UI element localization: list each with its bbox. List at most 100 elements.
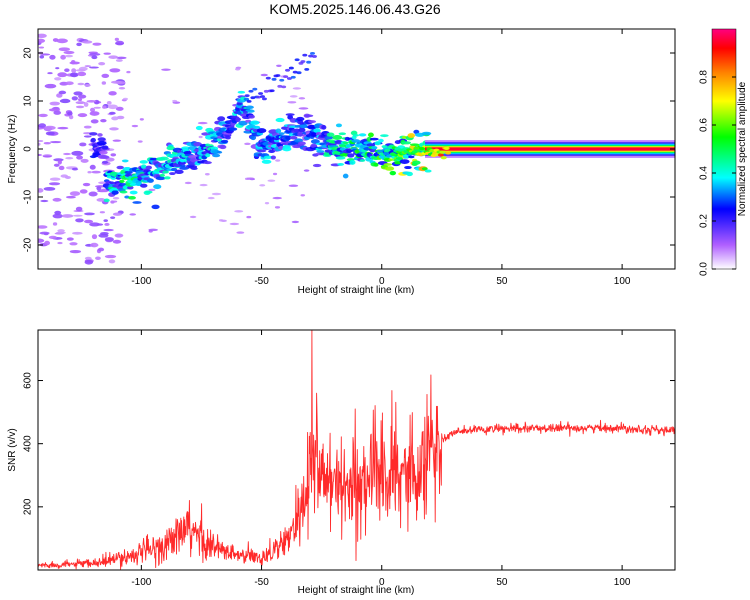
spectrogram-x-ticks: -100 -50 0 50 100 (131, 29, 631, 287)
spectrogram-cell (109, 127, 119, 131)
colorbar-tick-label: 0.6 (699, 118, 710, 132)
y-tick-label: 400 (23, 435, 34, 452)
spectrogram-cell (132, 201, 142, 204)
spectrogram-cell (413, 146, 420, 150)
spectrogram-cell (189, 215, 197, 219)
spectrogram-cell (52, 213, 63, 219)
spectrogram-cell (440, 156, 447, 160)
spectrogram-cell (77, 71, 87, 77)
spectrogram-cell (44, 83, 57, 89)
spectrogram-cell (288, 66, 294, 70)
spectrogram-cell (265, 76, 271, 80)
spectrogram-cell (107, 104, 118, 110)
spectrogram-cell (80, 158, 89, 163)
spectrogram-cell (82, 182, 91, 187)
spectrogram-cell (112, 197, 120, 200)
spectrogram-cell (38, 33, 47, 38)
spectrogram-cell (292, 87, 302, 90)
spectrogram-cell (114, 233, 124, 238)
spectrogram-x-axis-label: Height of straight line (km) (298, 285, 415, 296)
spectrogram-cell (235, 108, 241, 111)
spectrogram-cell (211, 192, 222, 196)
spectrogram-cell (366, 143, 376, 147)
x-tick-label: 100 (614, 276, 631, 287)
spectrogram-cell (300, 194, 306, 197)
spectrogram-cell (90, 119, 99, 124)
spectrogram-cell (44, 240, 51, 246)
spectrogram-cell (90, 242, 99, 248)
spectrogram-cell (172, 99, 177, 103)
spectrogram-cell (279, 78, 285, 82)
spectrogram-cell (162, 170, 169, 174)
spectrogram-cell (397, 148, 404, 152)
spectrogram-cell (52, 197, 62, 202)
spectrogram-cell (212, 153, 221, 158)
x-tick-label: 50 (496, 577, 508, 588)
colorbar-tick-label: 0.4 (699, 166, 710, 180)
spectrogram-cell (57, 126, 69, 130)
spectrogram-cell (112, 239, 122, 244)
spectrogram-cell (92, 42, 102, 46)
spectrogram-cell (238, 120, 248, 126)
spectrogram-cell (366, 136, 372, 142)
spectrogram-cell (313, 128, 321, 133)
spectrogram-cell (96, 223, 104, 226)
spectrogram-cell (104, 237, 114, 242)
spectrogram-cell (75, 206, 83, 212)
spectrogram-cell (151, 204, 160, 210)
spectrogram-cell (70, 59, 76, 65)
spectrogram-cell (140, 164, 147, 169)
spectrogram-cell (244, 142, 251, 146)
spectrogram-cell (236, 231, 245, 234)
spectrogram-cell (86, 100, 97, 103)
spectrogram-cell (108, 111, 116, 115)
y-tick-label: 10 (23, 95, 34, 107)
spectrogram-cell (39, 55, 45, 59)
spectrogram-cell (338, 144, 346, 148)
colorbar: 0.0 0.2 0.4 0.6 0.8 Normalized spectral ampl… (699, 28, 748, 276)
spectrogram-cell (286, 77, 292, 80)
spectrogram-marks (38, 33, 675, 265)
spectrogram-cell (337, 162, 345, 166)
spectrogram-cell (190, 167, 198, 170)
spectrogram-cell (139, 118, 144, 121)
spectrogram-cell (58, 47, 71, 52)
spectrogram-cell (76, 42, 82, 47)
spectrogram-cell (38, 46, 45, 49)
spectrogram-cell (90, 137, 96, 143)
spectrogram-cell (389, 170, 397, 176)
spectrogram-cell (168, 172, 176, 175)
spectrogram-band (425, 146, 675, 149)
spectrogram-cell (203, 161, 212, 165)
snr-marks (38, 330, 675, 570)
spectrogram-cell (269, 89, 275, 93)
spectrogram-cell (195, 125, 203, 131)
spectrogram-cell (390, 152, 397, 156)
spectrogram-cell (374, 141, 381, 146)
spectrogram-cell (78, 98, 83, 102)
spectrogram-cell (38, 123, 47, 128)
spectrogram-cell (228, 127, 238, 131)
spectrogram-cell (89, 52, 101, 56)
spectrogram-cell (250, 120, 260, 125)
spectrogram-cell (278, 132, 285, 136)
spectrogram-cell (294, 138, 304, 143)
spectrogram-cell (38, 225, 48, 229)
spectrogram-cell (288, 184, 299, 187)
spectrogram-cell (76, 155, 84, 160)
spectrogram-cell (101, 145, 109, 150)
spectrogram-cell (79, 189, 88, 194)
spectrogram-cell (219, 144, 227, 150)
spectrogram-cell (300, 60, 306, 63)
spectrogram-cell (61, 214, 74, 218)
spectrogram-cell (89, 222, 101, 227)
spectrogram-cell (100, 188, 108, 192)
spectrogram-cell (87, 171, 92, 174)
spectrogram-cell (235, 68, 241, 71)
spectrogram-cell (188, 154, 198, 159)
spectrogram-cell (166, 146, 175, 151)
spectrogram-cell (111, 190, 119, 195)
spectrogram-cell (292, 70, 298, 74)
spectrogram-cell (153, 184, 162, 190)
spectrogram-cell (401, 141, 412, 145)
